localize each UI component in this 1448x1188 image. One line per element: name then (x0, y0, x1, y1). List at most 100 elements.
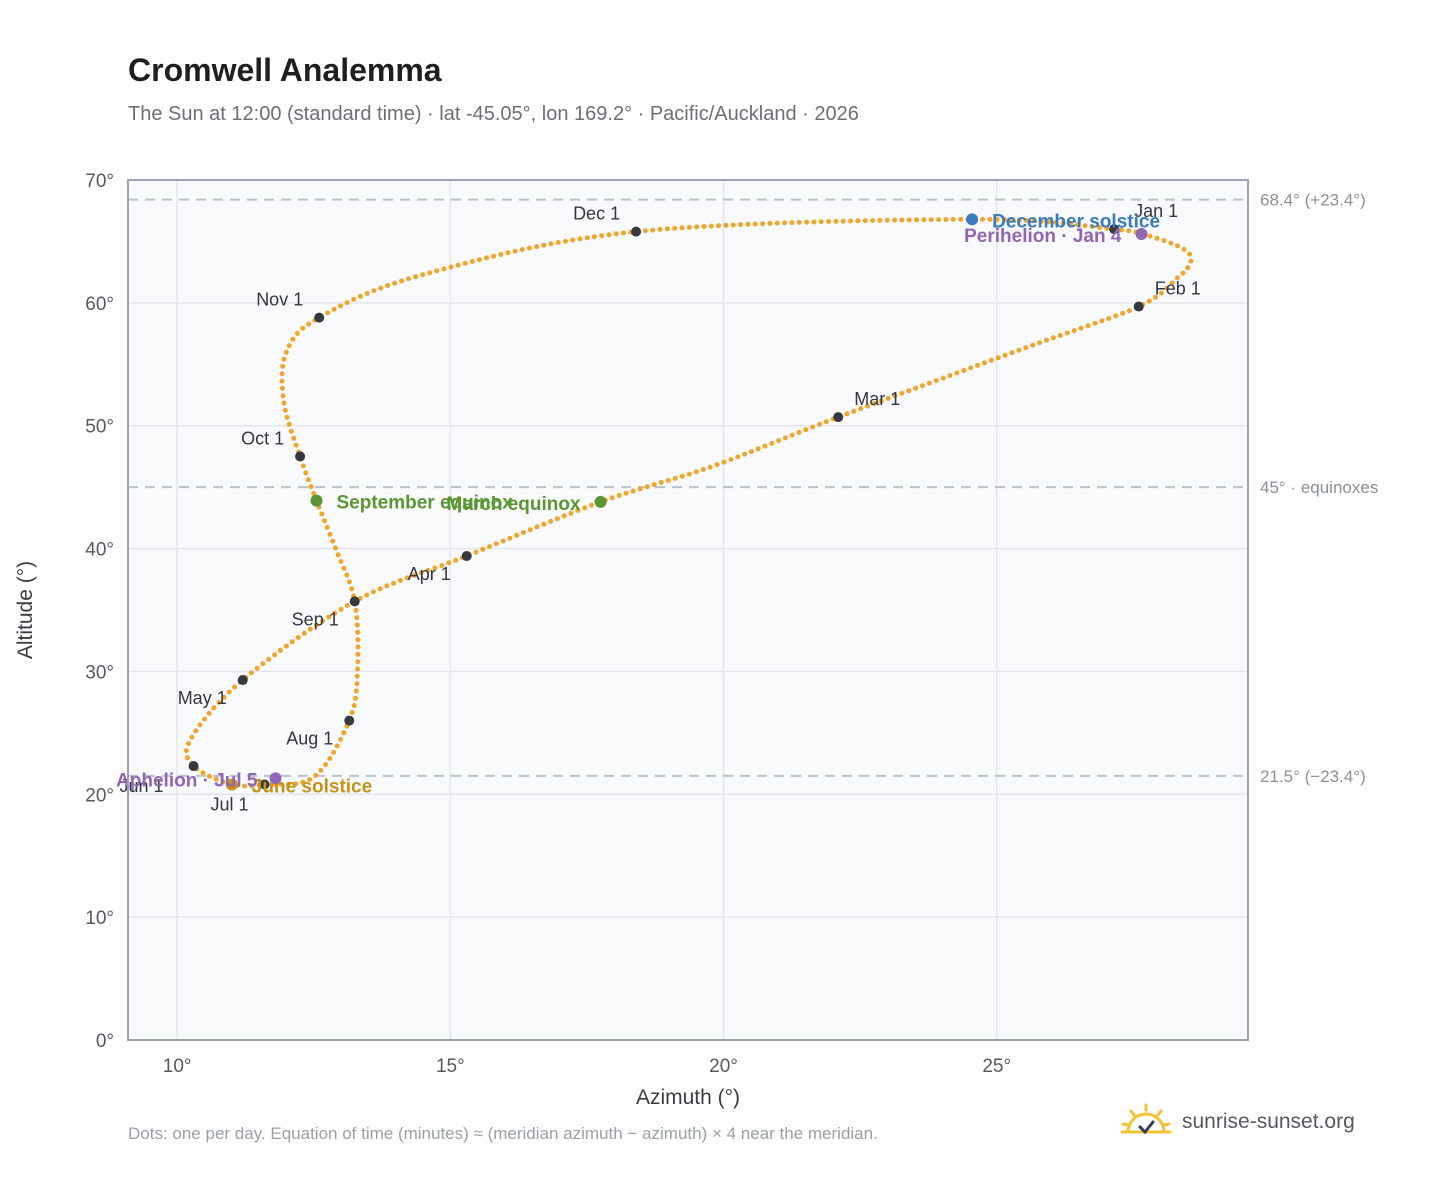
daily-sun-dot (721, 459, 727, 465)
daily-sun-dot (804, 219, 810, 225)
daily-sun-dot (589, 502, 594, 508)
daily-sun-dot (507, 535, 513, 541)
y-tick-label: 0° (96, 1031, 114, 1052)
daily-sun-dot (279, 371, 285, 377)
daily-sun-dot (752, 221, 758, 227)
month-marker-label: Oct 1 (241, 428, 284, 448)
daily-sun-dot (851, 408, 857, 414)
month-markers: Jan 1 Feb 1 Mar 1 Apr 1 May 1 Jun 1 Jul 1 Aug 1… (120, 201, 1201, 814)
daily-sun-dot (283, 643, 289, 649)
month-marker (833, 412, 844, 423)
daily-sun-dot (672, 225, 678, 231)
daily-sun-dot (762, 443, 768, 449)
daily-sun-dot (650, 227, 656, 233)
month-marker (631, 226, 642, 237)
daily-sun-dot (885, 395, 891, 401)
daily-sun-dot (555, 240, 561, 245)
chart-footnote: Dots: one per day. Equation of time (min… (128, 1124, 878, 1143)
daily-sun-dot (279, 385, 285, 391)
month-marker (349, 596, 360, 607)
daily-sun-dot (664, 226, 670, 232)
daily-sun-dot (582, 505, 588, 511)
daily-sun-dot (364, 592, 370, 598)
daily-sun-dot (346, 579, 352, 585)
month-marker (237, 675, 248, 686)
daily-sun-dot (242, 783, 247, 789)
daily-sun-dot (575, 508, 581, 513)
daily-sun-dot (1097, 225, 1103, 230)
daily-sun-dot (193, 728, 199, 734)
daily-sun-dot (782, 435, 788, 441)
daily-sun-dot (305, 477, 311, 483)
daily-sun-dot (211, 705, 217, 711)
daily-sun-dot (980, 216, 986, 222)
daily-sun-dot (1175, 243, 1181, 249)
daily-sun-dot (858, 406, 864, 412)
daily-sun-dot (943, 217, 949, 222)
sun-logo-icon (1120, 1103, 1172, 1135)
month-marker (1109, 224, 1120, 235)
daily-sun-dot (1180, 270, 1186, 276)
daily-sun-dot (1126, 308, 1132, 314)
daily-sun-dot (311, 491, 317, 496)
daily-sun-dot (500, 538, 506, 544)
brand[interactable]: sunrise-sunset.org (1120, 1102, 1355, 1142)
x-tick-label: 15° (436, 1056, 465, 1077)
daily-sun-dot (392, 280, 398, 286)
daily-sun-dot (906, 388, 912, 394)
daily-sun-dot (642, 228, 648, 234)
daily-sun-dot (498, 252, 504, 257)
daily-sun-dot (651, 482, 657, 488)
daily-sun-dot (926, 380, 932, 386)
daily-sun-dot (371, 288, 377, 294)
daily-sun-dot (355, 659, 361, 665)
daily-sun-dot (473, 549, 479, 555)
daily-sun-dot (351, 703, 357, 708)
daily-sun-dot (282, 407, 288, 413)
daily-sun-dot (1120, 310, 1126, 316)
daily-sun-dot (377, 586, 383, 592)
daily-sun-dot (300, 779, 306, 785)
daily-sun-dot (954, 370, 960, 376)
daily-sun-dot (534, 244, 540, 250)
daily-sun-dot (441, 266, 447, 272)
daily-sun-dot (855, 218, 861, 224)
daily-sun-dot (700, 467, 706, 472)
daily-sun-dot (344, 572, 350, 578)
daily-sun-dot (975, 362, 981, 368)
daily-sun-dot (202, 716, 207, 722)
daily-sun-dot (892, 217, 898, 223)
daily-sun-dot (723, 222, 729, 228)
daily-sun-dot (391, 580, 397, 586)
daily-sun-dot (701, 224, 707, 229)
daily-sun-dot (1031, 218, 1037, 224)
daily-sun-dot (817, 421, 822, 427)
daily-sun-dot (325, 310, 331, 316)
daily-sun-dot (354, 681, 360, 687)
plot-frame (127, 179, 1249, 1041)
daily-sun-dot (568, 510, 574, 516)
daily-sun-dot (378, 285, 384, 291)
daily-sun-dot (439, 563, 445, 568)
event-marker (269, 772, 282, 785)
daily-sun-dot (520, 530, 526, 535)
month-marker-label: Aug 1 (286, 729, 333, 749)
daily-sun-dot (427, 270, 433, 276)
daily-sun-dot (613, 231, 619, 237)
daily-sun-dot (338, 303, 343, 309)
daily-sun-dot (341, 565, 347, 571)
daily-sun-dot (453, 557, 459, 563)
daily-sun-dot (397, 578, 403, 583)
daily-sun-dot (1053, 220, 1059, 225)
daily-sun-dot (349, 586, 355, 592)
daily-sun-dot (279, 378, 285, 384)
chart-title: Cromwell Analemma (128, 52, 442, 88)
daily-sun-dot (995, 355, 1001, 361)
daily-sun-dot (906, 217, 912, 223)
daily-sun-dot (735, 454, 741, 460)
daily-sun-dot (1082, 223, 1088, 229)
y-tick-label: 70° (85, 171, 114, 192)
daily-sun-dot (968, 365, 974, 371)
daily-sun-dot (293, 781, 299, 787)
